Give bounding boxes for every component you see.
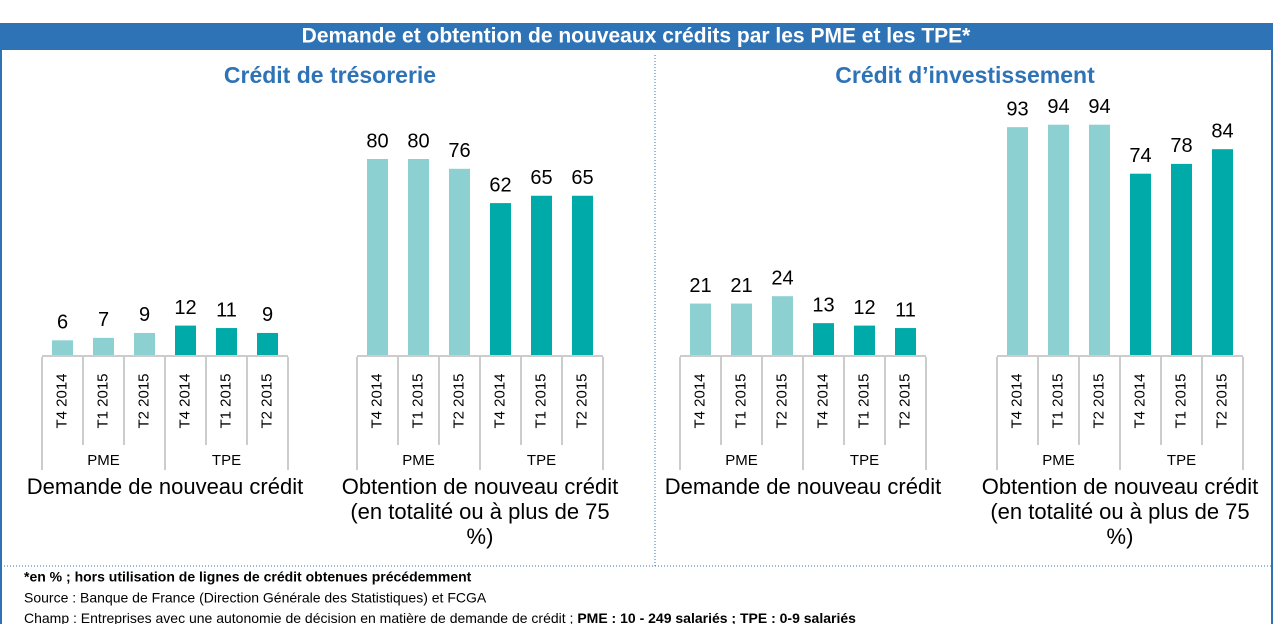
bar	[52, 340, 73, 355]
x-tick-label: T2 2015	[1213, 373, 1230, 428]
x-tick-label: T1 2015	[409, 373, 426, 428]
value-label: 24	[771, 267, 793, 289]
group-label: PME	[1042, 452, 1075, 469]
x-tick-label: T1 2015	[732, 373, 749, 428]
x-tick-label: T1 2015	[1172, 373, 1189, 428]
value-label: 21	[730, 275, 752, 297]
x-tick-label: T4 2014	[368, 373, 385, 428]
x-tick-label: T4 2014	[176, 373, 193, 428]
x-tick-label: T2 2015	[773, 373, 790, 428]
value-label: 80	[366, 130, 388, 152]
x-tick-label: T2 2015	[573, 373, 590, 428]
bar	[1171, 163, 1192, 355]
value-label: 94	[1047, 96, 1069, 118]
x-tick-label: T4 2014	[1008, 373, 1025, 428]
value-label: 62	[489, 174, 511, 196]
title-band	[1, 24, 1272, 50]
group-label: TPE	[212, 452, 241, 469]
bar	[367, 159, 388, 355]
group-label: TPE	[850, 452, 879, 469]
value-label: 11	[216, 299, 237, 321]
value-label: 9	[139, 304, 150, 326]
group-label: TPE	[1167, 452, 1196, 469]
value-label: 76	[448, 140, 470, 162]
x-tick-label: T1 2015	[532, 373, 549, 428]
value-label: 78	[1170, 135, 1192, 157]
bar	[93, 337, 114, 355]
group-label: TPE	[527, 452, 556, 469]
x-tick-label: T4 2014	[814, 373, 831, 428]
x-tick-label: T2 2015	[896, 373, 913, 428]
group-label: PME	[402, 452, 435, 469]
x-tick-label: T1 2015	[1049, 373, 1066, 428]
value-label: 80	[407, 130, 429, 152]
x-tick-label: T4 2014	[491, 373, 508, 428]
value-label: 65	[530, 167, 552, 189]
bar	[731, 303, 752, 355]
bar	[216, 328, 237, 355]
bar	[690, 303, 711, 355]
bar	[257, 332, 278, 355]
panel-title: Crédit de trésorerie	[224, 62, 436, 88]
value-label: 12	[853, 297, 875, 319]
bar	[1007, 127, 1028, 356]
bar	[1130, 173, 1151, 355]
bar	[854, 325, 875, 355]
x-axis-label: Obtention de nouveau crédit (en totalité…	[981, 474, 1259, 549]
bar	[572, 195, 593, 355]
bar	[1048, 124, 1069, 355]
x-tick-label: T4 2014	[691, 373, 708, 428]
chart-title: Demande et obtention de nouveaux crédits…	[302, 25, 972, 48]
value-label: 12	[174, 297, 196, 319]
value-label: 21	[689, 275, 711, 297]
value-label: 11	[895, 299, 916, 321]
bar	[175, 325, 196, 355]
value-label: 65	[571, 167, 593, 189]
x-axis-label: Obtention de nouveau crédit (en totalité…	[341, 474, 619, 549]
note: *en % ; hors utilisation de lignes de cr…	[24, 569, 472, 585]
value-label: 6	[57, 312, 68, 334]
bar	[134, 332, 155, 355]
bar	[490, 203, 511, 355]
panel-title: Crédit d’investissement	[835, 62, 1095, 88]
x-tick-label: T2 2015	[1090, 373, 1107, 428]
group-label: PME	[87, 452, 120, 469]
value-label: 84	[1211, 120, 1233, 142]
bar	[772, 296, 793, 355]
x-tick-label: T2 2015	[135, 373, 152, 428]
x-tick-label: T1 2015	[94, 373, 111, 428]
x-tick-label: T4 2014	[53, 373, 70, 428]
x-tick-label: T2 2015	[258, 373, 275, 428]
value-label: 94	[1088, 96, 1110, 118]
note: Source : Banque de France (Direction Gén…	[24, 590, 487, 606]
x-tick-label: T2 2015	[450, 373, 467, 428]
bar	[895, 328, 916, 355]
value-label: 13	[812, 294, 834, 316]
x-axis-label: Demande de nouveau crédit	[664, 474, 942, 499]
x-tick-label: T4 2014	[1131, 373, 1148, 428]
x-tick-label: T1 2015	[855, 373, 872, 428]
group-label: PME	[725, 452, 758, 469]
bar	[813, 323, 834, 355]
bar	[449, 168, 470, 355]
note: Champ : Entreprises avec une autonomie d…	[24, 610, 577, 624]
value-label: 9	[262, 304, 273, 326]
x-axis-label: Demande de nouveau crédit	[26, 474, 304, 499]
value-label: 7	[98, 309, 109, 331]
note: Champ : Entreprises avec une autonomie d…	[24, 610, 856, 624]
bar	[1089, 124, 1110, 355]
note: PME : 10 - 249 salariés ; TPE : 0-9 sala…	[577, 610, 856, 624]
bar	[408, 159, 429, 355]
bar	[1212, 149, 1233, 355]
value-label: 74	[1129, 145, 1151, 167]
x-tick-label: T1 2015	[217, 373, 234, 428]
value-label: 93	[1006, 98, 1028, 120]
bar	[531, 195, 552, 355]
